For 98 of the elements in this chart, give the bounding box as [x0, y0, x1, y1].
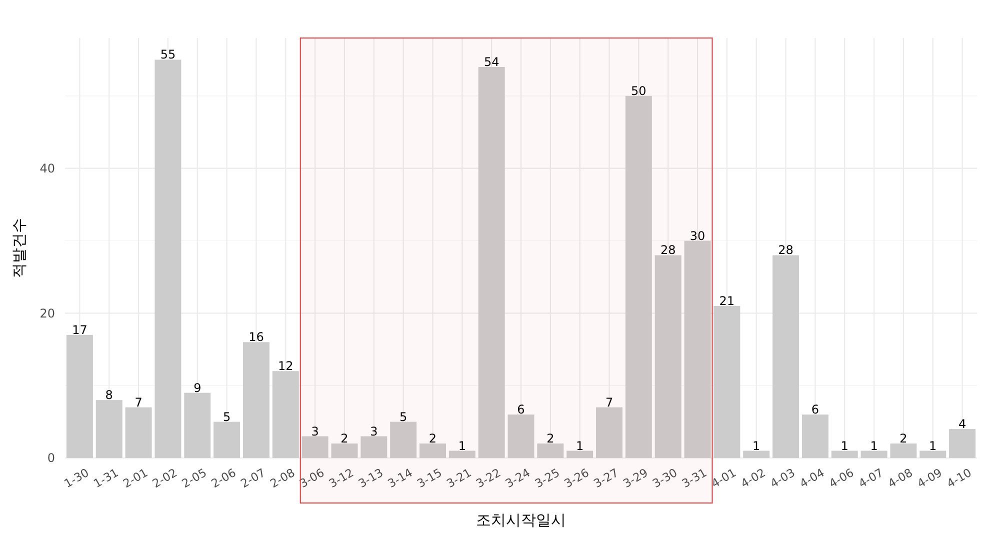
x-tick-label: 3-25	[532, 465, 562, 491]
bar	[949, 429, 976, 458]
x-tick-label: 1-30	[62, 465, 92, 491]
x-tick-label: 2-01	[120, 465, 150, 491]
x-tick-label: 3-27	[591, 465, 621, 491]
x-tick-label: 4-01	[708, 465, 738, 491]
bar	[714, 306, 740, 458]
x-tick-label: 3-21	[444, 465, 474, 491]
x-tick-label: 3-13	[356, 465, 386, 491]
bar	[214, 422, 240, 458]
x-tick-label: 1-31	[91, 465, 121, 491]
x-tick-label: 4-07	[856, 465, 886, 491]
x-tick-label: 2-08	[268, 465, 298, 491]
data-label: 5	[222, 410, 231, 424]
bar	[802, 414, 828, 458]
x-tick-label: 2-07	[238, 465, 268, 491]
data-label: 28	[660, 243, 676, 258]
data-label: 2	[428, 432, 437, 446]
data-label: 3	[370, 424, 378, 438]
data-label: 1	[752, 438, 760, 453]
x-tick-label: 4-04	[797, 465, 827, 491]
bar	[66, 334, 93, 458]
x-tick-label: 4-09	[914, 465, 944, 491]
data-label: 55	[160, 48, 176, 62]
bar	[331, 444, 358, 458]
bar	[508, 414, 534, 458]
data-label: 8	[105, 388, 113, 402]
data-label: 6	[811, 402, 820, 417]
data-label: 1	[870, 438, 878, 453]
x-tick-label: 3-29	[620, 465, 650, 491]
data-label: 2	[546, 432, 554, 446]
x-tick-label: 3-15	[414, 465, 444, 491]
bar	[448, 450, 476, 458]
x-axis-title: 조치시작일시	[476, 511, 566, 529]
data-label: 12	[278, 359, 294, 374]
bar	[420, 444, 446, 458]
bar	[184, 392, 211, 458]
data-label: 7	[134, 395, 142, 410]
y-axis-title: 적발건수	[10, 218, 28, 278]
data-label: 21	[719, 294, 735, 308]
bar	[537, 444, 564, 458]
data-label: 50	[631, 84, 646, 98]
x-tick-label: 3-22	[473, 465, 504, 491]
x-tick-label: 3-06	[296, 465, 327, 491]
bar	[302, 436, 328, 458]
bar	[684, 240, 711, 458]
y-tick-label: 0	[47, 451, 55, 466]
data-label: 30	[690, 228, 706, 243]
bar	[272, 371, 299, 458]
x-tick-label: 4-02	[738, 465, 768, 491]
data-label: 2	[340, 432, 348, 446]
x-tick-label: 3-31	[679, 465, 710, 491]
y-tick-label: 40	[40, 162, 55, 176]
data-label: 28	[778, 243, 794, 258]
data-label: 5	[400, 410, 408, 424]
x-tick-label: 3-24	[502, 465, 533, 491]
bar	[743, 450, 770, 458]
bar	[654, 255, 682, 458]
x-tick-label: 4-06	[826, 465, 856, 491]
bar	[860, 450, 888, 458]
x-tick-label: 4-08	[885, 465, 915, 491]
x-tick-label: 3-26	[562, 465, 592, 491]
bar	[596, 407, 622, 458]
data-label: 7	[605, 395, 614, 410]
data-label: 9	[194, 380, 202, 395]
data-label: 54	[484, 54, 500, 69]
bar	[890, 444, 917, 458]
y-tick-label: 20	[40, 306, 55, 320]
bar	[920, 450, 946, 458]
bar	[390, 422, 417, 458]
data-label: 1	[840, 438, 848, 453]
x-tick-label: 3-12	[326, 465, 356, 491]
bar	[831, 450, 858, 458]
data-label: 1	[929, 438, 937, 453]
x-tick-label: 2-05	[179, 465, 209, 491]
bar	[772, 255, 800, 458]
bar	[242, 342, 270, 458]
bar	[625, 96, 652, 458]
data-label: 16	[248, 330, 264, 344]
data-label: 4	[958, 417, 966, 432]
data-label: 2	[900, 432, 908, 446]
x-tick-label: 3-14	[385, 465, 415, 491]
bar	[360, 436, 388, 458]
bar	[566, 450, 594, 458]
bar	[96, 400, 122, 458]
data-label: 6	[517, 402, 525, 417]
x-tick-label: 4-03	[768, 465, 798, 491]
x-tick-label: 4-10	[944, 465, 974, 491]
bar	[125, 407, 152, 458]
x-tick-label: 2-02	[150, 465, 180, 491]
x-tick-label: 3-30	[650, 465, 680, 491]
data-label: 1	[576, 438, 584, 453]
bar	[478, 66, 505, 458]
data-label: 1	[458, 438, 466, 453]
data-label: 3	[311, 424, 319, 438]
data-label: 17	[72, 322, 88, 337]
x-tick-label: 2-06	[208, 465, 238, 491]
bar	[154, 60, 182, 458]
